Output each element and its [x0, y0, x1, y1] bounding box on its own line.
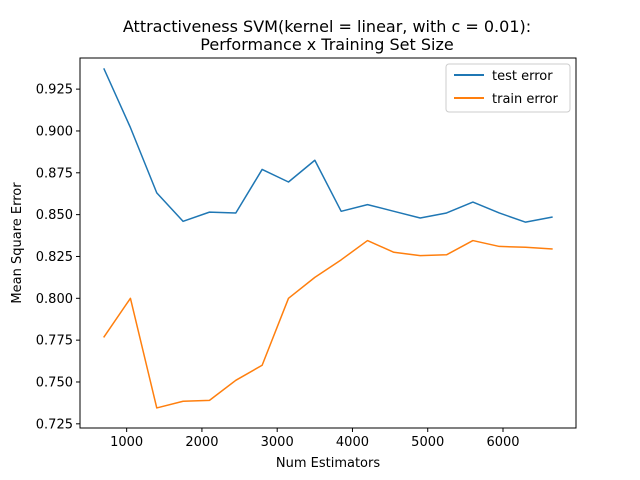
plot-area-frame [79, 57, 577, 429]
legend: test error train error [445, 63, 571, 113]
x-axis-label: Num Estimators [276, 456, 380, 471]
x-axis-ticks: 1000 2000 3000 4000 5000 6000 [110, 428, 520, 450]
y-tick-label: 0.800 [36, 292, 73, 307]
x-tick-label: 1000 [110, 435, 143, 450]
x-tick-label: 4000 [336, 435, 369, 450]
chart-title-line-1: Attractiveness SVM(kernel = linear, with… [123, 17, 531, 36]
plot-lines [103, 68, 553, 409]
x-tick-label: 6000 [486, 435, 519, 450]
chart-title-line-2: Performance x Training Set Size [200, 35, 453, 54]
y-tick-label: 0.850 [36, 208, 73, 223]
legend-label-train-error: train error [492, 92, 559, 107]
y-tick-label: 0.925 [36, 83, 73, 98]
y-tick-label: 0.875 [36, 166, 73, 181]
y-tick-label: 0.825 [36, 250, 73, 265]
x-tick-label: 3000 [261, 435, 294, 450]
y-axis-label: Mean Square Error [10, 182, 25, 304]
series-line-train-error [103, 239, 553, 409]
y-tick-label: 0.775 [36, 334, 73, 349]
series-line-test-error [103, 68, 553, 223]
legend-label-test-error: test error [492, 69, 553, 84]
y-axis-ticks: 0.725 0.750 0.775 0.800 0.825 0.850 0.875 0.900… [36, 83, 80, 432]
y-tick-label: 0.725 [36, 417, 73, 432]
x-tick-label: 5000 [411, 435, 444, 450]
x-tick-label: 2000 [185, 435, 218, 450]
y-tick-label: 0.900 [36, 124, 73, 139]
y-tick-label: 0.750 [36, 375, 73, 390]
